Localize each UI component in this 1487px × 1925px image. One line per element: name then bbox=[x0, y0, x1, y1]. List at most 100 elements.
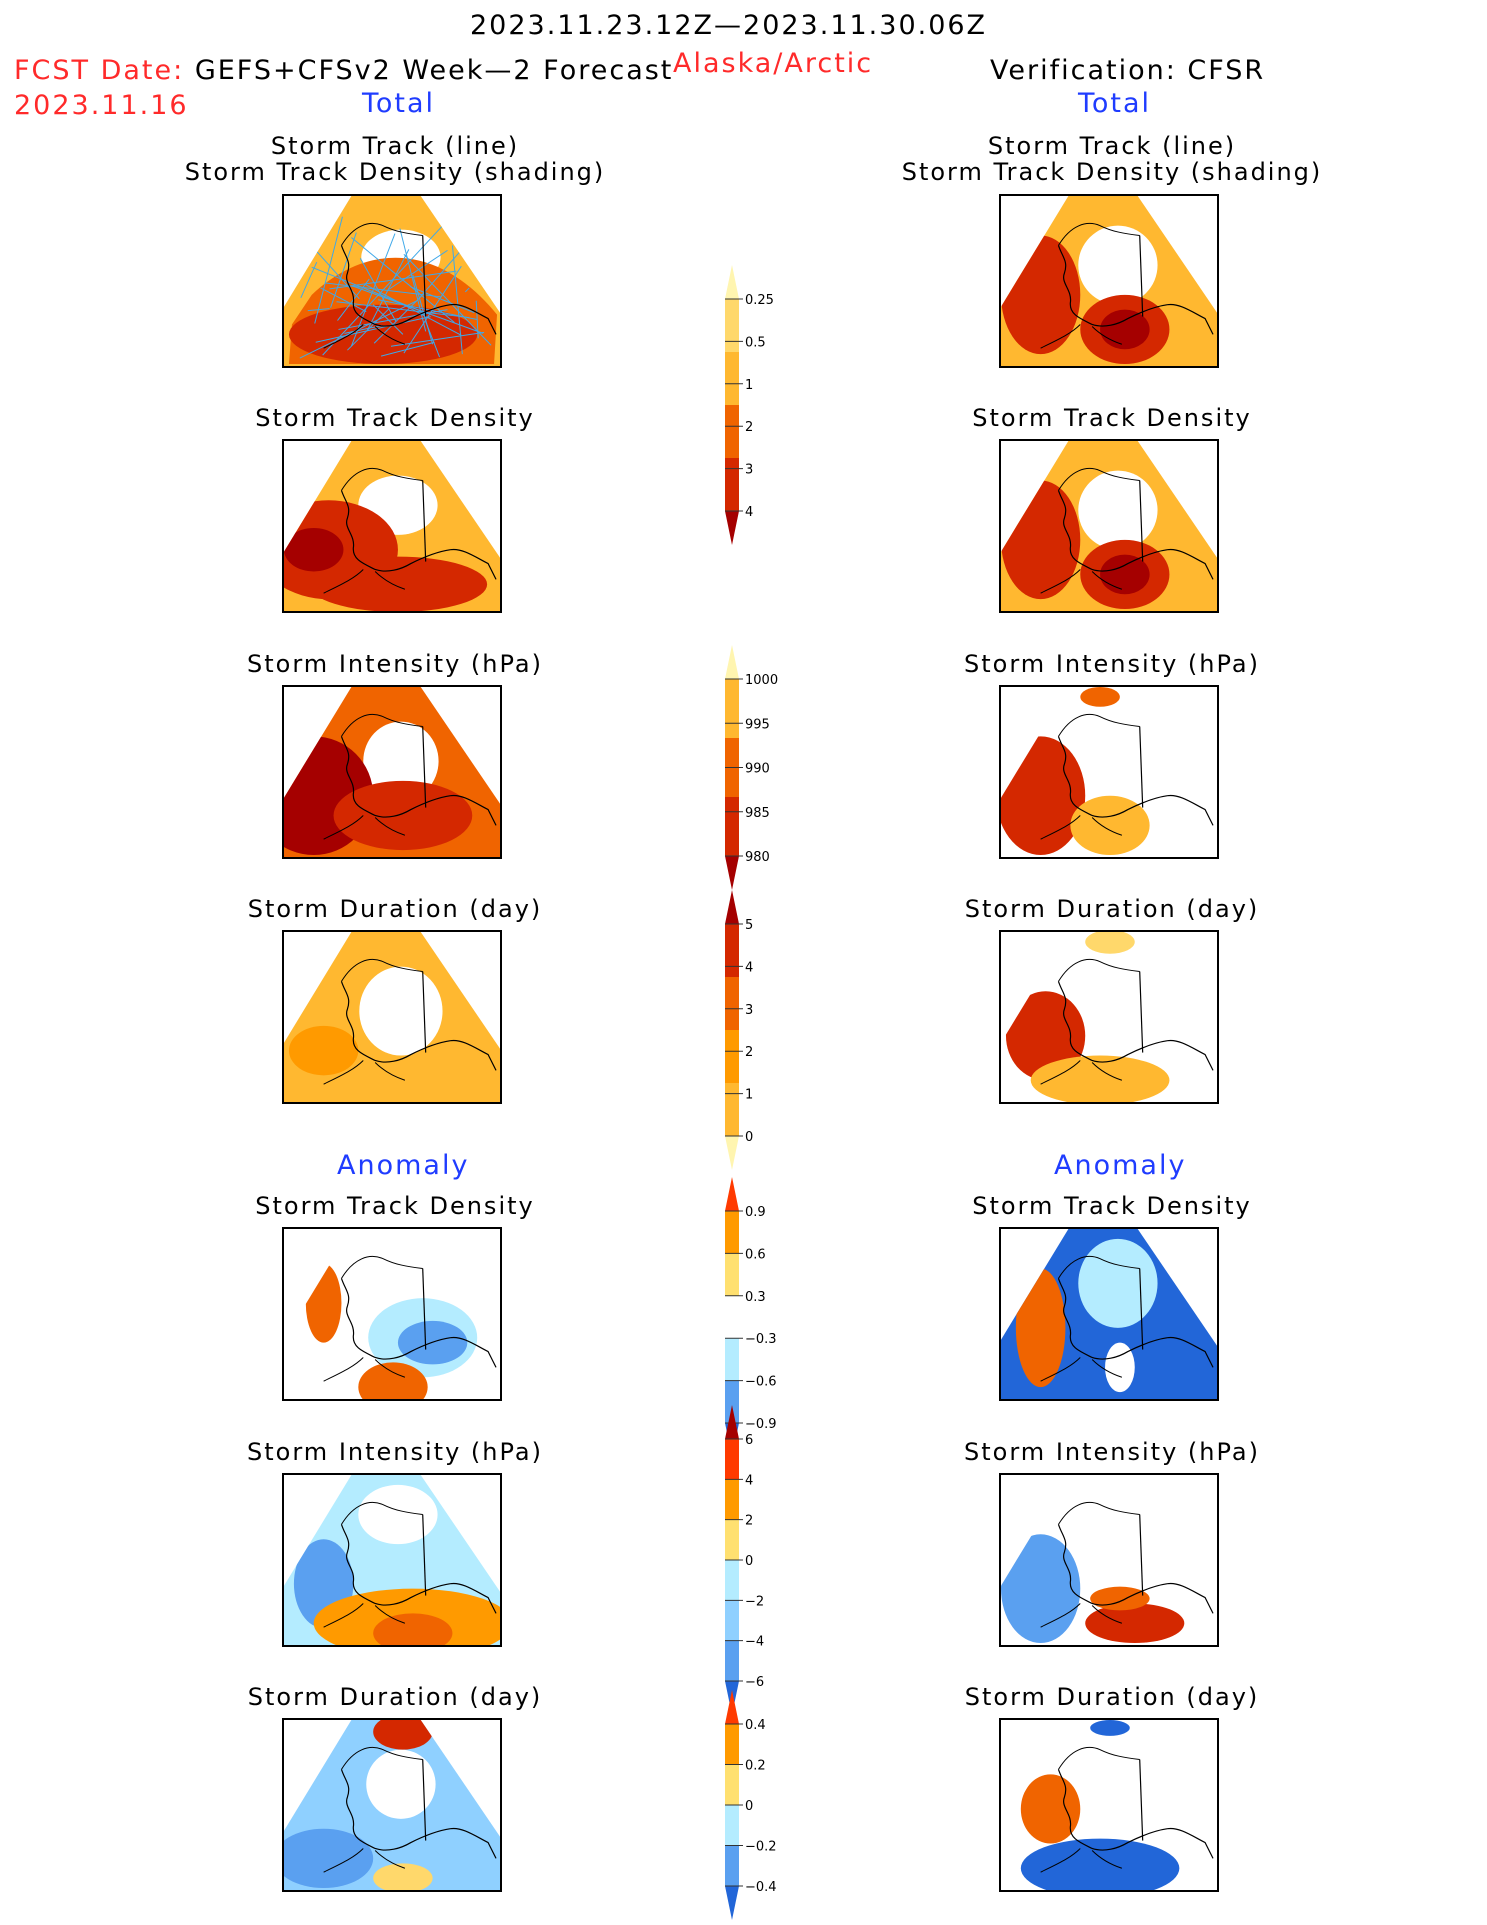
coastline bbox=[340, 1769, 497, 1859]
field-shade bbox=[1001, 235, 1081, 355]
track-shading-title: Storm Track Density (shading) bbox=[901, 158, 1323, 186]
map-canvas bbox=[1001, 1475, 1217, 1645]
coastline bbox=[323, 569, 406, 594]
border-line bbox=[422, 726, 427, 808]
coastline bbox=[323, 815, 406, 840]
colorbar-tick-label: 4 bbox=[745, 1473, 753, 1488]
colorbar-tick-label: 6 bbox=[745, 1433, 753, 1448]
colorbar-tick-label: 0.5 bbox=[745, 335, 766, 350]
field-shade bbox=[1005, 991, 1086, 1081]
colorbar-tick-label: 0 bbox=[745, 1130, 753, 1145]
field-shade bbox=[373, 1613, 453, 1645]
map-canvas bbox=[284, 196, 500, 366]
colorbar-segment bbox=[725, 645, 739, 679]
coastline bbox=[1057, 981, 1214, 1071]
storm-track-line bbox=[311, 266, 425, 314]
colorbar-tick-label: 0.3 bbox=[745, 1290, 766, 1305]
right-total-label: Total bbox=[1078, 88, 1152, 119]
map-left-anom-duration bbox=[282, 1718, 502, 1892]
coastline bbox=[1040, 569, 1123, 594]
field-shade bbox=[1070, 795, 1150, 856]
colorbar-segment bbox=[725, 1380, 739, 1423]
colorbar-segment bbox=[725, 1805, 739, 1846]
colorbar-segment bbox=[725, 1724, 739, 1765]
left-anom-density-title: Storm Track Density bbox=[255, 1192, 535, 1220]
field-shade bbox=[1078, 470, 1158, 550]
coastline bbox=[341, 1746, 423, 1770]
colorbar-tick-label: 1 bbox=[745, 1088, 753, 1103]
colorbar-tick-label: 0 bbox=[745, 1554, 753, 1569]
storm-track-line bbox=[350, 233, 396, 347]
field-shade bbox=[1090, 1586, 1150, 1611]
storm-track-line bbox=[412, 274, 434, 345]
left-anom-duration-title: Storm Duration (day) bbox=[247, 1683, 543, 1711]
map-canvas bbox=[284, 1475, 500, 1645]
map-left-density bbox=[282, 439, 502, 613]
field-shade bbox=[1030, 1055, 1170, 1102]
colorbar-tick-label: −0.2 bbox=[745, 1840, 777, 1855]
colorbar-segment bbox=[725, 1295, 739, 1339]
coastline bbox=[1040, 1357, 1123, 1382]
border-line bbox=[1139, 1268, 1144, 1350]
map-left-anom-intensity bbox=[282, 1473, 502, 1647]
period-title: 2023.11.23.12Z—2023.11.30.06Z bbox=[470, 10, 988, 41]
colorbar-duration: 5 4 3 2 1 0 bbox=[725, 890, 753, 1170]
coastline bbox=[341, 1501, 423, 1525]
border-line bbox=[1139, 971, 1144, 1053]
field-shade bbox=[288, 1025, 359, 1076]
right-intensity-title: Storm Intensity (hPa) bbox=[964, 650, 1260, 678]
colorbar-tick-label: 3 bbox=[745, 463, 753, 478]
fcst-line: FCST Date: GEFS+CFSv2 Week—2 Forecast bbox=[14, 55, 673, 86]
map-right-duration bbox=[999, 930, 1219, 1104]
colorbar-segment bbox=[725, 511, 739, 545]
colorbar-density: 0.25 0.5 1 2 3 4 bbox=[725, 265, 774, 545]
coastline bbox=[341, 713, 423, 737]
coastline bbox=[1058, 1746, 1140, 1770]
field-shade bbox=[1015, 1268, 1066, 1388]
map-canvas bbox=[1001, 1229, 1217, 1399]
colorbar-segment bbox=[725, 1560, 739, 1601]
colorbar-segment bbox=[725, 1136, 739, 1170]
coastline bbox=[341, 467, 423, 491]
field-shade bbox=[305, 1263, 342, 1343]
field-shade bbox=[1078, 1238, 1158, 1328]
field-shade bbox=[1100, 554, 1150, 595]
colorbar-tick-label: 5 bbox=[745, 918, 753, 933]
map-canvas bbox=[1001, 1720, 1217, 1890]
storm-track-line bbox=[380, 341, 435, 357]
coastline bbox=[1057, 1524, 1214, 1614]
coastline bbox=[323, 1848, 406, 1873]
coastline bbox=[323, 324, 406, 349]
storm-track-line bbox=[336, 301, 470, 319]
field-shade bbox=[284, 527, 344, 572]
colorbar-tick-label: −0.3 bbox=[745, 1332, 777, 1347]
colorbar-segment bbox=[725, 1405, 739, 1439]
verification-label: Verification: CFSR bbox=[990, 55, 1266, 86]
colorbar-tick-label: 3 bbox=[745, 1003, 753, 1018]
field-shade bbox=[1001, 1534, 1081, 1644]
map-canvas bbox=[284, 1720, 500, 1890]
colorbar-tick-label: 1 bbox=[745, 378, 753, 393]
coastline bbox=[323, 1060, 406, 1085]
border-line bbox=[1139, 480, 1144, 562]
field-shade bbox=[1001, 480, 1081, 600]
field-shade bbox=[308, 556, 488, 611]
coastline bbox=[1058, 713, 1140, 737]
coastline bbox=[1057, 245, 1214, 335]
colorbar-segment bbox=[725, 1519, 739, 1560]
colorbar-segment bbox=[725, 1211, 739, 1254]
colorbar-segment bbox=[725, 1845, 739, 1886]
colorbar-anom-duration: 0.4 0.2 0 −0.2 −0.4 bbox=[725, 1690, 777, 1920]
colorbar-tick-label: 990 bbox=[745, 762, 770, 777]
border-line bbox=[1139, 726, 1144, 808]
map-right-anom-density bbox=[999, 1227, 1219, 1401]
colorbar-tick-label: 4 bbox=[745, 960, 753, 975]
coastline bbox=[341, 222, 423, 246]
right-anomaly-label: Anomaly bbox=[1054, 1150, 1187, 1181]
colorbar-segment bbox=[725, 1886, 739, 1920]
field-shade bbox=[1085, 1603, 1185, 1644]
field-shade bbox=[1085, 932, 1135, 954]
map-right-track bbox=[999, 194, 1219, 368]
storm-track-line bbox=[410, 286, 475, 314]
colorbar-segment bbox=[725, 1600, 739, 1641]
